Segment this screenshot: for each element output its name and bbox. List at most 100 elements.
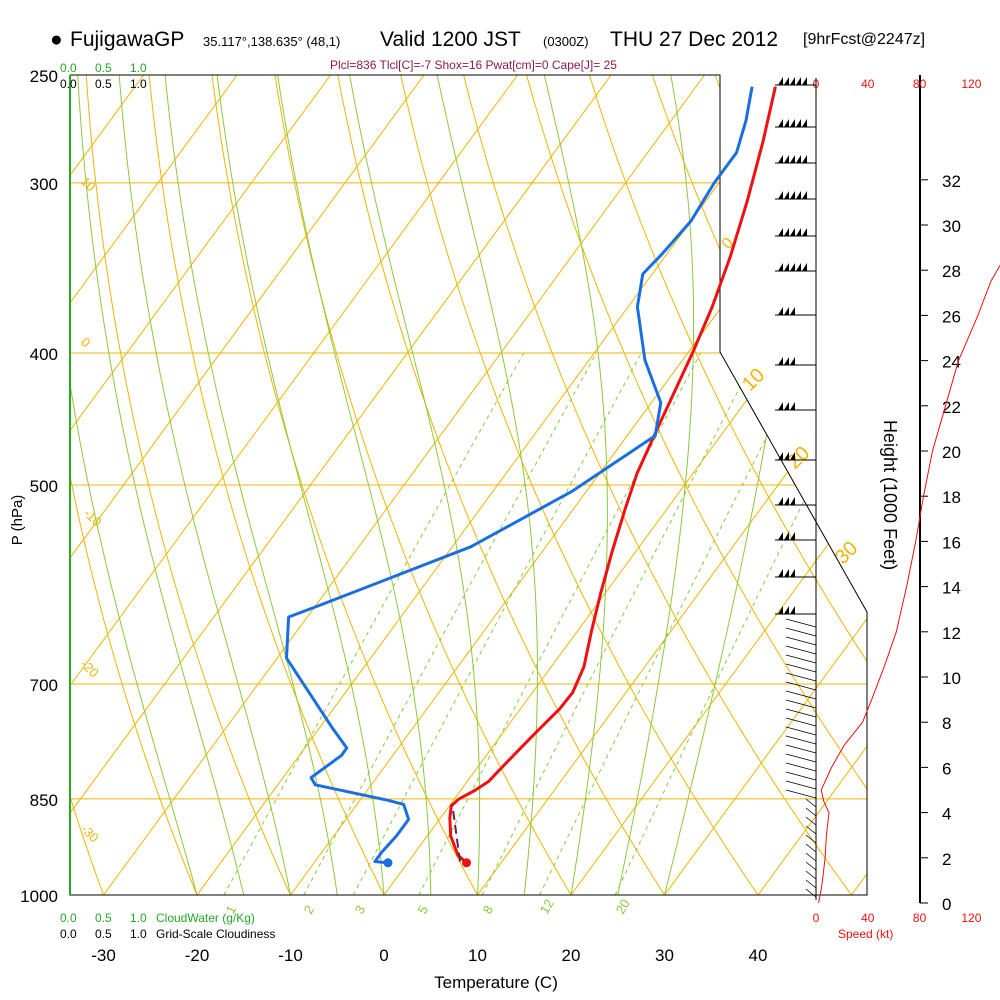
wind-barb-flag bbox=[796, 263, 801, 271]
cloud-axis-tick: 1.0 bbox=[130, 927, 147, 941]
height-tick-label: 12 bbox=[942, 624, 961, 643]
background-lines bbox=[70, 75, 867, 895]
isotherm-line bbox=[70, 75, 612, 895]
wind-barb-flag bbox=[784, 532, 789, 540]
moist-adiabat-line bbox=[118, 75, 291, 895]
station-marker: ● bbox=[50, 28, 63, 51]
wind-barb bbox=[785, 690, 817, 700]
cloud-axis-tick: 0.5 bbox=[95, 61, 112, 75]
cloud-axis-tick: 0.0 bbox=[60, 911, 77, 925]
wind-barb-flag bbox=[790, 228, 795, 236]
mixing-ratio-line bbox=[614, 352, 867, 895]
height-tick-label: 0 bbox=[942, 895, 951, 914]
moist-adiabat-line bbox=[543, 75, 608, 895]
speed-tick-label: 80 bbox=[913, 911, 927, 925]
wind-barb bbox=[805, 861, 817, 871]
height-tick-label: 30 bbox=[942, 217, 961, 236]
mixing-ratio-label: 2 bbox=[301, 903, 318, 917]
cloudiness-label: Grid-Scale Cloudiness bbox=[156, 927, 275, 941]
wind-barb-flag bbox=[778, 569, 783, 577]
cloud-axis-tick: 0.5 bbox=[95, 927, 112, 941]
height-tick-label: 4 bbox=[942, 805, 951, 824]
wind-barb-flag bbox=[784, 402, 789, 410]
wind-speed-profile bbox=[818, 264, 1000, 904]
speed-tick-label: 40 bbox=[861, 911, 875, 925]
height-axis-label: Height (1000 Feet) bbox=[880, 420, 900, 570]
height-tick-label: 6 bbox=[942, 759, 951, 778]
mixing-ratio-line bbox=[303, 352, 597, 895]
wind-barb bbox=[785, 618, 817, 628]
pressure-tick-label: 700 bbox=[30, 676, 58, 695]
wind-barb-flag bbox=[802, 191, 807, 199]
wind-barb-flag bbox=[778, 452, 783, 460]
mixing-ratio-line bbox=[352, 352, 642, 895]
pressure-tick-label: 300 bbox=[30, 175, 58, 194]
temperature-profile bbox=[448, 86, 777, 864]
wind-barb-flag bbox=[796, 228, 801, 236]
valid-time: Valid 1200 JST bbox=[380, 28, 521, 51]
wind-barb-flag bbox=[784, 119, 789, 127]
moist-adiabat-line bbox=[349, 75, 481, 895]
wind-barb bbox=[785, 735, 817, 745]
height-tick-label: 14 bbox=[942, 579, 961, 598]
wind-barb bbox=[785, 789, 817, 799]
mixing-ratio-label: 20 bbox=[613, 896, 633, 916]
surface-temperature-dot bbox=[462, 858, 472, 868]
wind-barb-flag bbox=[802, 155, 807, 163]
height-tick-label: 10 bbox=[942, 669, 961, 688]
height-tick-label: 18 bbox=[942, 488, 961, 507]
moist-adiabat-line bbox=[216, 75, 385, 895]
wind-barb-flag bbox=[784, 357, 789, 365]
dry-adiabat-line bbox=[830, 75, 867, 895]
wind-barb bbox=[785, 717, 817, 727]
cloud-axis-tick: 0.5 bbox=[95, 911, 112, 925]
temperature-tick-label: 30 bbox=[655, 946, 674, 965]
wind-barb bbox=[805, 816, 817, 826]
dewpoint-profile bbox=[285, 86, 754, 865]
wind-barb-flag bbox=[790, 119, 795, 127]
moist-adiabat-line bbox=[70, 75, 198, 895]
cloud-water-label: CloudWater (g/Kg) bbox=[156, 911, 255, 925]
isotherm-line bbox=[103, 75, 705, 895]
isotherm-line bbox=[383, 75, 867, 895]
wind-barb bbox=[785, 753, 817, 763]
dry-adiabat-line bbox=[146, 75, 400, 895]
dry-adiabat-line bbox=[457, 75, 867, 895]
isotherm-label: -10 bbox=[81, 506, 105, 530]
mixing-ratio-line bbox=[223, 352, 525, 895]
cloud-axis-tick: 0.0 bbox=[60, 927, 77, 941]
wind-barb-flag bbox=[802, 263, 807, 271]
wind-barb bbox=[785, 762, 817, 772]
wind-barb bbox=[785, 681, 817, 691]
y-axis-label: P (hPa) bbox=[9, 495, 26, 546]
isotherm-line bbox=[477, 75, 867, 895]
isotherm-line bbox=[757, 75, 867, 895]
isotherm-line bbox=[70, 75, 238, 895]
temperature-tick-label: -10 bbox=[278, 946, 303, 965]
isotherm-label: 0 bbox=[78, 335, 94, 351]
dry-adiabat-line bbox=[70, 75, 210, 895]
moist-adiabat-line bbox=[277, 75, 432, 895]
mixing-ratio-label: 3 bbox=[352, 903, 369, 917]
moist-adiabat-line bbox=[77, 75, 245, 895]
wind-barb bbox=[785, 744, 817, 754]
wind-barb-flag bbox=[796, 119, 801, 127]
temperature-tick-label: 20 bbox=[562, 946, 581, 965]
cloud-axis-tick: 1.0 bbox=[130, 61, 147, 75]
height-tick-label: 26 bbox=[942, 307, 961, 326]
wind-barb bbox=[785, 699, 817, 709]
wind-barb-flag bbox=[784, 569, 789, 577]
isotherm-line bbox=[70, 75, 331, 895]
parcel-profile bbox=[451, 804, 461, 862]
dry-adiabat-line bbox=[70, 75, 115, 895]
wind-barb-flag bbox=[784, 263, 789, 271]
dry-adiabat-line bbox=[581, 75, 867, 895]
stability-indices: Plcl=836 Tlcl[C]=-7 Shox=16 Pwat[cm]=0 C… bbox=[330, 58, 617, 72]
height-tick-label: 28 bbox=[942, 262, 961, 281]
height-tick-label: 8 bbox=[942, 714, 951, 733]
wind-barb-flag bbox=[778, 402, 783, 410]
dry-adiabat-line bbox=[332, 75, 684, 895]
wind-barb bbox=[805, 834, 817, 844]
speed-tick-label: 40 bbox=[861, 77, 875, 91]
